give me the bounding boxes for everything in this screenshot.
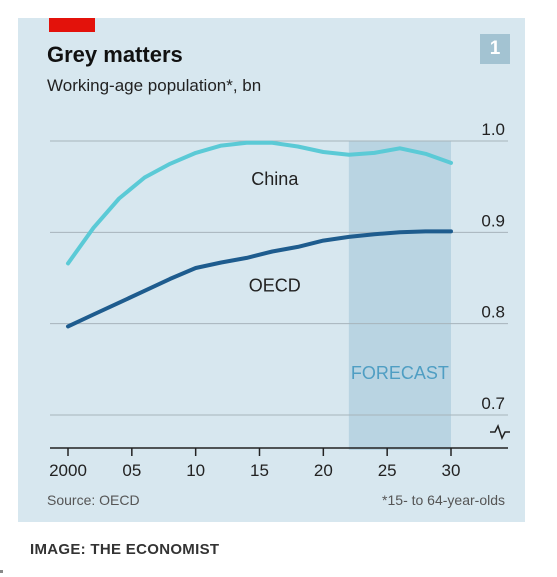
x-tick-label: 25: [378, 461, 397, 480]
y-tick-label: 1.0: [481, 120, 505, 139]
series-label-oecd: OECD: [249, 276, 301, 296]
chart-subtitle: Working-age population*, bn: [47, 76, 262, 95]
forecast-region: [348, 141, 451, 450]
series-label-china: China: [251, 169, 299, 189]
series-line-china: [66, 140, 453, 266]
y-tick-label: 0.8: [481, 303, 505, 322]
image-credit: IMAGE: THE ECONOMIST: [30, 541, 220, 558]
chart-panel: Grey matters Working-age population*, bn…: [18, 18, 525, 522]
brand-red-tab: [49, 18, 95, 32]
x-tick-label: 2000: [49, 461, 87, 480]
source-note: Source: OECD: [47, 492, 140, 508]
corner-dot: [0, 570, 3, 573]
footnote: *15- to 64-year-olds: [382, 492, 505, 508]
x-tick-label: 05: [122, 461, 141, 480]
x-tick-label: 20: [314, 461, 333, 480]
chart-title: Grey matters: [47, 42, 183, 67]
forecast-label: FORECAST: [351, 363, 449, 383]
y-tick-label: 0.7: [481, 394, 505, 413]
line-chart: FORECAST 0.7 0.8 0.9 1.0 China OECD 2000 05 10…: [49, 120, 510, 480]
axis-break-icon: [490, 424, 510, 440]
y-tick-label: 0.9: [481, 211, 505, 230]
series-line-oecd: [66, 229, 453, 329]
x-tick-label: 30: [442, 461, 461, 480]
x-tick-label: 15: [250, 461, 269, 480]
x-tick-label: 10: [186, 461, 205, 480]
chart-number-badge: 1: [480, 34, 510, 64]
